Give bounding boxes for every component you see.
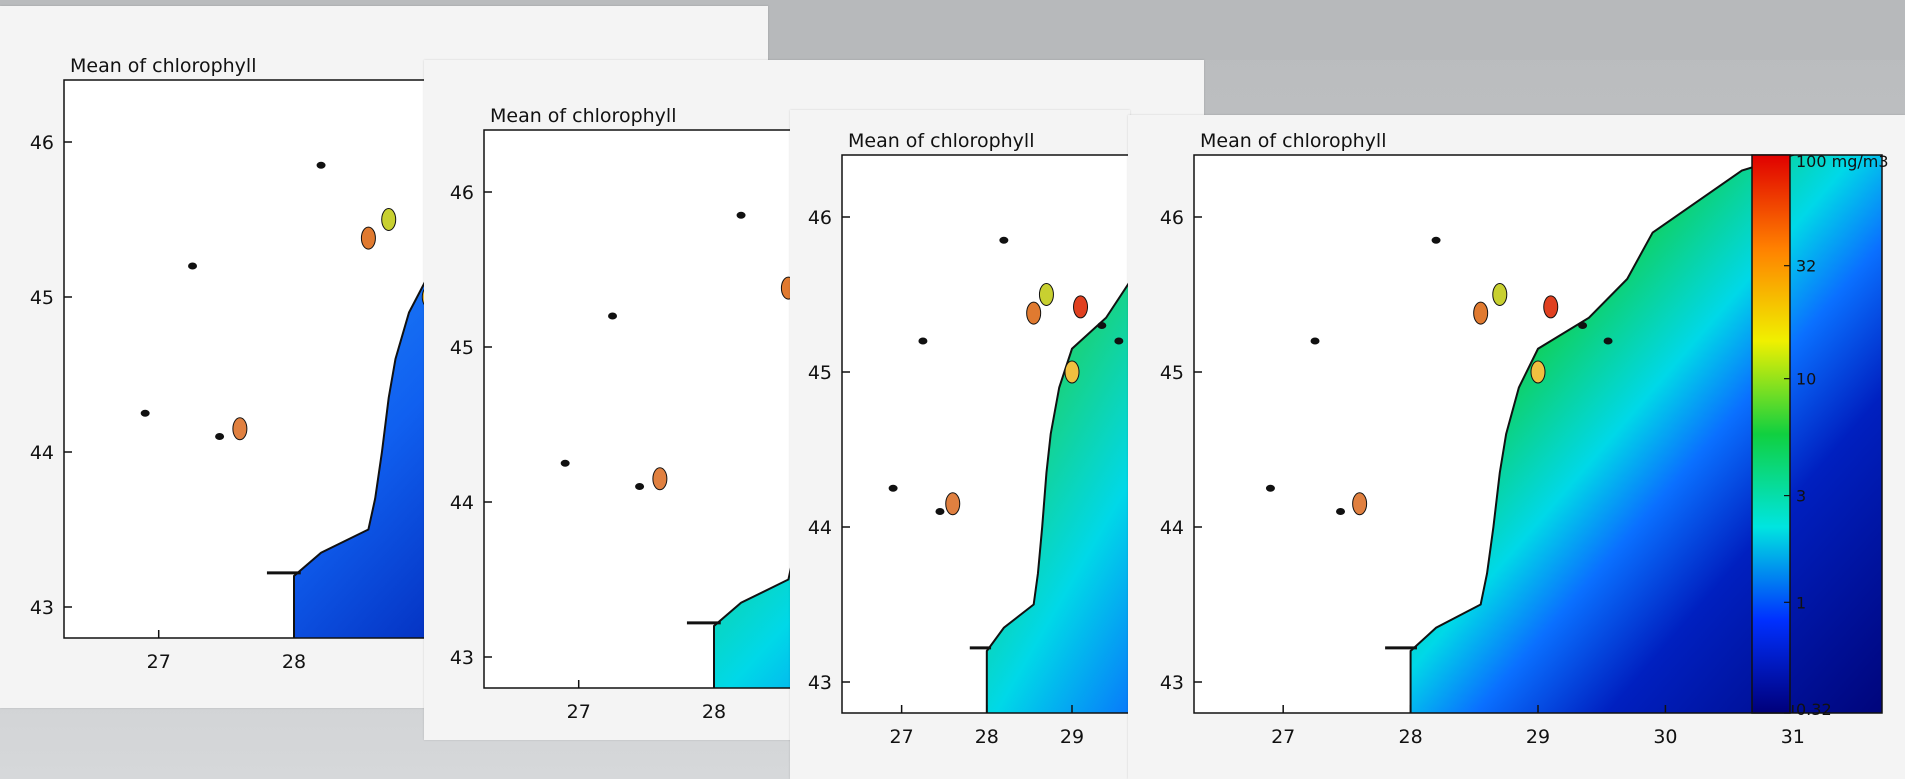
colorbar-tick-label: 32 [1796, 257, 1816, 276]
inland-water-2 [232, 417, 248, 441]
coastline [293, 279, 425, 638]
inland-water-6 [1492, 283, 1508, 306]
y-tick-label: 43 [1160, 672, 1184, 694]
x-tick-label: 27 [890, 726, 914, 748]
inland-water-6 [381, 208, 397, 231]
y-tick-label: 43 [808, 672, 832, 694]
y-tick-label: 44 [1160, 517, 1184, 539]
chart-title: Mean of chlorophyll [1200, 130, 1386, 152]
inland-water-2 [945, 492, 961, 516]
y-tick-label: 46 [30, 132, 54, 154]
inland-water-0 [888, 484, 898, 492]
coastline [985, 279, 1130, 713]
inland-water-1 [635, 483, 645, 490]
inland-water-4 [736, 211, 746, 219]
inland-water-3 [608, 312, 618, 320]
y-tick-label: 45 [808, 362, 832, 384]
y-tick-label: 46 [808, 207, 832, 229]
y-tick-label: 46 [450, 182, 474, 204]
x-tick-label: 28 [702, 701, 726, 723]
x-tick-label: 28 [975, 726, 999, 748]
inland-water-2 [652, 467, 668, 491]
inland-water-8 [1578, 322, 1588, 329]
ocean-chlorophyll [294, 281, 425, 638]
y-tick-label: 46 [1160, 207, 1184, 229]
inland-water-4 [1431, 236, 1441, 244]
y-tick-label: 43 [30, 597, 54, 619]
colorbar-tick-label: 10 [1796, 370, 1816, 389]
chart-panel-3: Mean of chlorophyll 46 45 44 43 27 28 29 [790, 110, 1130, 779]
map-area [842, 155, 1130, 713]
x-tick-label: 31 [1781, 726, 1805, 748]
inland-water-10 [1530, 360, 1546, 384]
chart-title: Mean of chlorophyll [848, 130, 1034, 152]
x-tick-label: 27 [147, 651, 171, 673]
colorbar-unit-label: 100 mg/m3 [1796, 152, 1889, 171]
inland-water-6 [1038, 283, 1054, 306]
chart-svg-1: Mean of chlorophyll 46 45 44 43 27 28 [30, 55, 426, 673]
inland-water-10 [1064, 360, 1080, 384]
inland-water-4 [999, 236, 1009, 244]
x-tick-label: 29 [1060, 726, 1084, 748]
inland-water-2 [1352, 492, 1368, 516]
inland-water-1 [935, 508, 945, 515]
inland-water-0 [1265, 484, 1275, 492]
inland-water-0 [140, 409, 150, 417]
plot-frame [841, 154, 1130, 714]
inland-water-9 [1603, 337, 1613, 345]
chart-title: Mean of chlorophyll [70, 55, 256, 77]
map-area [64, 80, 425, 638]
chart-title: Mean of chlorophyll [490, 105, 676, 127]
inland-water-3 [188, 262, 198, 270]
colorbar-tick-label: 3 [1796, 487, 1806, 506]
colorbar [1751, 154, 1791, 714]
y-tick-label: 44 [30, 442, 54, 464]
coastline [1409, 155, 1797, 713]
x-tick-label: 28 [282, 651, 306, 673]
colorbar-tick-label: 1 [1796, 593, 1806, 612]
inland-water-9 [1114, 337, 1124, 345]
inland-water-8 [1097, 322, 1107, 329]
y-tick-label: 45 [1160, 362, 1184, 384]
inland-water-1 [1336, 508, 1346, 515]
x-tick-label: 27 [567, 701, 591, 723]
inland-water-3 [1310, 337, 1320, 345]
colorbar-tick-label: 0.32 [1796, 700, 1832, 719]
inland-water-4 [316, 161, 326, 169]
inland-water-3 [918, 337, 928, 345]
y-tick-label: 45 [450, 337, 474, 359]
y-tick-label: 44 [450, 492, 474, 514]
chart-panel-4: Mean of chlorophyll 46 45 44 43 27 28 29 30 31 100… [1128, 115, 1905, 779]
x-tick-label: 30 [1653, 726, 1677, 748]
inland-water-5 [1026, 301, 1042, 325]
x-tick-label: 29 [1526, 726, 1550, 748]
x-tick-label: 28 [1398, 726, 1422, 748]
ocean-chlorophyll [986, 281, 1130, 713]
y-tick-label: 43 [450, 647, 474, 669]
inland-water-0 [560, 459, 570, 467]
inland-water-5 [360, 226, 376, 250]
inland-water-5 [1473, 301, 1489, 325]
map-area [1194, 155, 1882, 713]
chart-svg-3: Mean of chlorophyll 46 45 44 43 27 28 29 [808, 130, 1130, 748]
y-tick-label: 45 [30, 287, 54, 309]
x-tick-label: 27 [1271, 726, 1295, 748]
y-tick-label: 44 [808, 517, 832, 539]
inland-water-7 [1073, 295, 1089, 319]
inland-water-7 [1543, 295, 1559, 319]
inland-water-1 [215, 433, 225, 440]
